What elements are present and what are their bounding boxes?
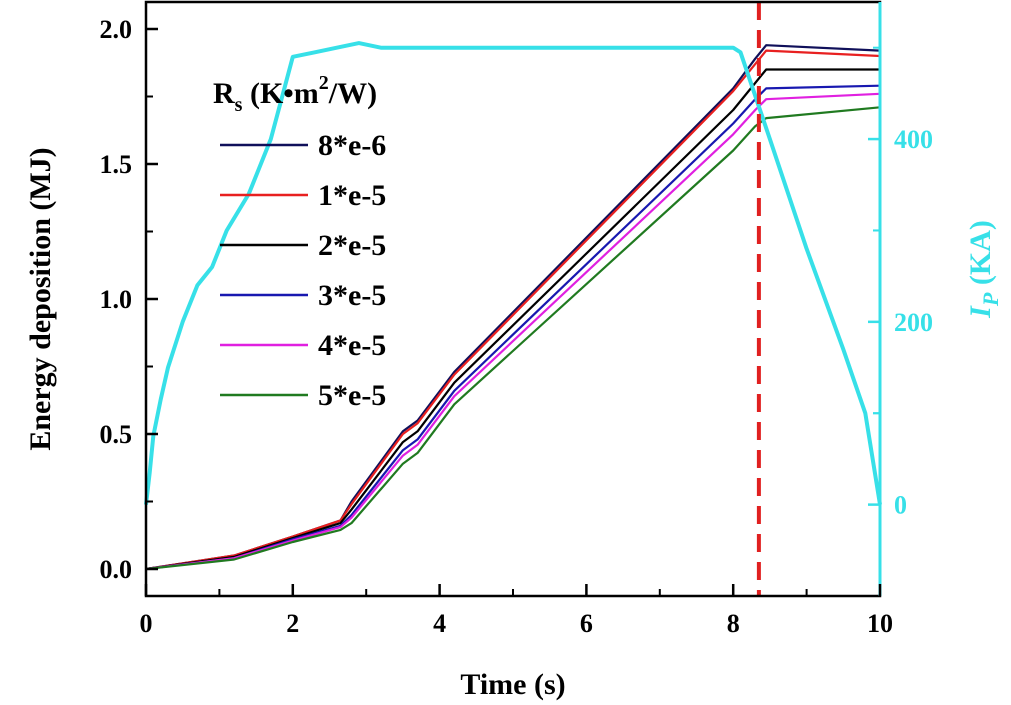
right-y-axis-label: IP (KA) — [964, 220, 1003, 319]
legend-title: Rs (K•m2/W) — [213, 72, 377, 116]
legend: Rs (K•m2/W) 8*e-6 1*e-5 2*e-5 3*e-5 4*e-5 5*e… — [213, 72, 386, 412]
legend-label: 2*e-5 — [318, 229, 386, 262]
legend-title-post: /W) — [328, 77, 377, 110]
x-tick-label: 10 — [867, 609, 893, 638]
right-y-axis-label-main: I — [964, 305, 997, 319]
y2-tick-label: 200 — [894, 308, 933, 337]
legend-label: 3*e-5 — [318, 279, 386, 312]
series-line-0 — [145, 44, 881, 571]
legend-label: 5*e-5 — [318, 379, 386, 412]
legend-label: 8*e-6 — [318, 129, 386, 162]
series-line-4 — [145, 92, 881, 571]
series-line-3 — [145, 84, 881, 571]
x-tick-label: 4 — [433, 609, 446, 638]
y-tick-label: 0.0 — [100, 555, 133, 584]
y2-tick-label: 400 — [894, 125, 933, 154]
legend-title-main: R — [213, 77, 235, 110]
right-y-axis-label-unit: (KA) — [964, 220, 997, 292]
y-axis-label: Energy deposition (MJ) — [24, 147, 57, 450]
y-tick-label: 0.5 — [100, 420, 133, 449]
ticks-layer: 0 2 4 6 8 10 0.0 0.5 1.0 1.5 2.0 0 200 400 — [100, 15, 934, 638]
right-y-axis-label-sub: P — [978, 292, 1003, 307]
y-tick-label: 2.0 — [100, 15, 133, 44]
x-axis-label: Time (s) — [460, 668, 565, 701]
x-tick-label: 0 — [140, 609, 153, 638]
legend-title-pre: (K•m — [242, 77, 318, 110]
x-tick-label: 8 — [727, 609, 740, 638]
x-tick-label: 2 — [286, 609, 299, 638]
y-tick-label: 1.5 — [100, 150, 133, 179]
legend-label: 4*e-5 — [318, 329, 386, 362]
legend-title-sub: s — [235, 94, 243, 116]
series-line-2 — [145, 68, 880, 571]
series-line-1 — [145, 49, 881, 571]
series-layer — [144, 2, 882, 596]
legend-items: 8*e-6 1*e-5 2*e-5 3*e-5 4*e-5 5*e-5 — [220, 129, 386, 412]
legend-label: 1*e-5 — [318, 179, 386, 212]
plasma-current-line — [144, 41, 882, 505]
x-tick-label: 6 — [580, 609, 593, 638]
y-tick-label: 1.0 — [100, 285, 133, 314]
y2-tick-label: 0 — [894, 491, 907, 520]
legend-title-sup: 2 — [319, 72, 329, 94]
